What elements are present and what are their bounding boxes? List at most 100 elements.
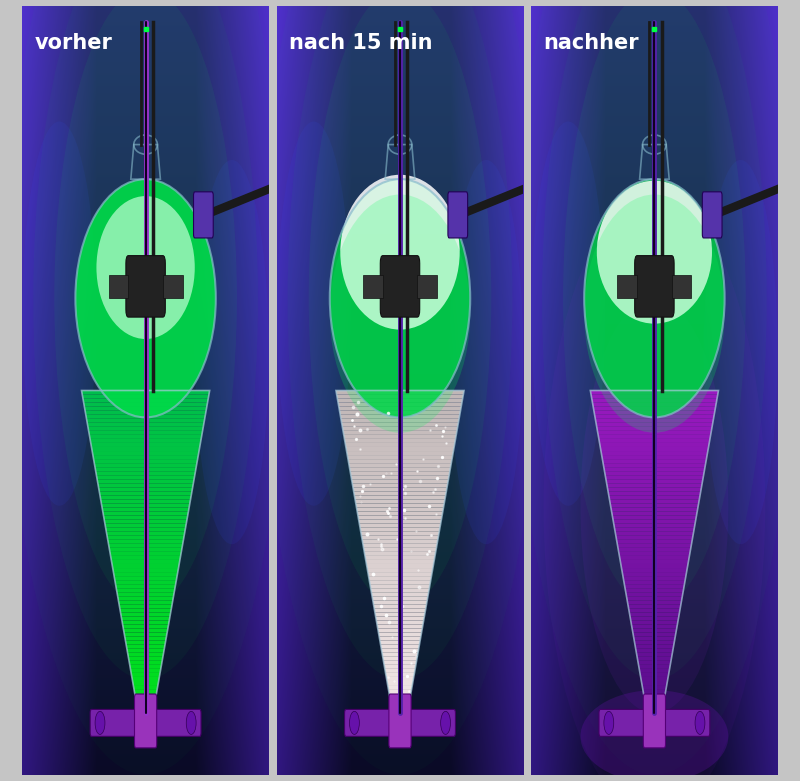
- Polygon shape: [367, 568, 433, 572]
- Polygon shape: [644, 697, 665, 701]
- Polygon shape: [373, 601, 427, 604]
- Polygon shape: [633, 633, 676, 637]
- Polygon shape: [599, 439, 710, 443]
- Polygon shape: [130, 665, 162, 669]
- Polygon shape: [336, 390, 464, 394]
- Polygon shape: [343, 431, 457, 435]
- Polygon shape: [590, 390, 718, 394]
- Polygon shape: [366, 564, 434, 568]
- Polygon shape: [603, 463, 706, 467]
- Ellipse shape: [597, 180, 712, 323]
- Polygon shape: [122, 625, 169, 629]
- Polygon shape: [95, 467, 196, 471]
- Ellipse shape: [97, 196, 194, 339]
- Polygon shape: [125, 637, 166, 640]
- Polygon shape: [137, 705, 154, 709]
- Polygon shape: [365, 556, 435, 560]
- Polygon shape: [357, 508, 443, 512]
- Polygon shape: [593, 402, 716, 407]
- Polygon shape: [375, 612, 425, 616]
- Polygon shape: [618, 552, 690, 556]
- Polygon shape: [630, 620, 678, 625]
- Polygon shape: [338, 398, 462, 402]
- Polygon shape: [646, 709, 662, 713]
- Polygon shape: [106, 528, 186, 532]
- Polygon shape: [358, 515, 442, 519]
- Ellipse shape: [604, 711, 614, 734]
- Polygon shape: [86, 415, 206, 419]
- Polygon shape: [371, 592, 429, 596]
- Polygon shape: [350, 471, 450, 475]
- FancyBboxPatch shape: [194, 192, 214, 238]
- Polygon shape: [134, 685, 158, 689]
- Polygon shape: [386, 677, 414, 681]
- Polygon shape: [617, 540, 692, 544]
- Polygon shape: [96, 471, 195, 475]
- Polygon shape: [388, 685, 412, 689]
- Polygon shape: [366, 560, 434, 564]
- Bar: [418, 275, 437, 298]
- Polygon shape: [86, 419, 205, 423]
- Polygon shape: [370, 588, 430, 592]
- Ellipse shape: [450, 160, 523, 544]
- Polygon shape: [345, 439, 455, 443]
- Polygon shape: [364, 552, 436, 556]
- Polygon shape: [102, 504, 190, 508]
- Polygon shape: [136, 701, 155, 705]
- Polygon shape: [638, 665, 670, 669]
- Polygon shape: [120, 608, 171, 612]
- Polygon shape: [595, 419, 714, 423]
- Polygon shape: [90, 443, 201, 447]
- Ellipse shape: [22, 122, 96, 506]
- Polygon shape: [626, 592, 683, 596]
- Polygon shape: [340, 415, 460, 419]
- Polygon shape: [112, 564, 179, 568]
- Polygon shape: [596, 423, 713, 426]
- Polygon shape: [632, 629, 677, 633]
- Polygon shape: [135, 697, 156, 701]
- Polygon shape: [99, 491, 192, 495]
- Polygon shape: [639, 669, 670, 673]
- Ellipse shape: [95, 711, 105, 734]
- Polygon shape: [598, 435, 710, 439]
- Polygon shape: [349, 463, 451, 467]
- Polygon shape: [372, 596, 428, 601]
- Polygon shape: [614, 528, 694, 532]
- Polygon shape: [346, 447, 454, 451]
- FancyBboxPatch shape: [126, 255, 166, 317]
- Polygon shape: [629, 608, 680, 612]
- Polygon shape: [82, 390, 210, 394]
- Polygon shape: [133, 681, 158, 685]
- Polygon shape: [342, 423, 458, 426]
- Ellipse shape: [543, 194, 766, 781]
- Ellipse shape: [195, 160, 269, 544]
- Polygon shape: [380, 640, 420, 644]
- Polygon shape: [354, 491, 446, 495]
- Ellipse shape: [350, 711, 359, 734]
- Ellipse shape: [54, 0, 237, 608]
- Polygon shape: [618, 544, 691, 547]
- Polygon shape: [118, 596, 174, 601]
- Polygon shape: [630, 616, 678, 620]
- Polygon shape: [378, 629, 422, 633]
- Polygon shape: [611, 508, 698, 512]
- Polygon shape: [635, 644, 674, 649]
- Polygon shape: [368, 572, 432, 576]
- Ellipse shape: [441, 711, 450, 734]
- Ellipse shape: [695, 711, 705, 734]
- Bar: [672, 275, 691, 298]
- Ellipse shape: [330, 194, 470, 433]
- Text: vorher: vorher: [34, 33, 113, 53]
- Polygon shape: [131, 673, 160, 677]
- Polygon shape: [94, 463, 197, 467]
- Polygon shape: [385, 669, 415, 673]
- Polygon shape: [338, 407, 462, 411]
- Polygon shape: [387, 681, 413, 685]
- FancyBboxPatch shape: [634, 255, 674, 317]
- Polygon shape: [354, 495, 446, 499]
- Polygon shape: [360, 528, 440, 532]
- Polygon shape: [390, 701, 410, 705]
- Polygon shape: [376, 620, 424, 625]
- Polygon shape: [127, 653, 164, 657]
- Polygon shape: [346, 451, 454, 455]
